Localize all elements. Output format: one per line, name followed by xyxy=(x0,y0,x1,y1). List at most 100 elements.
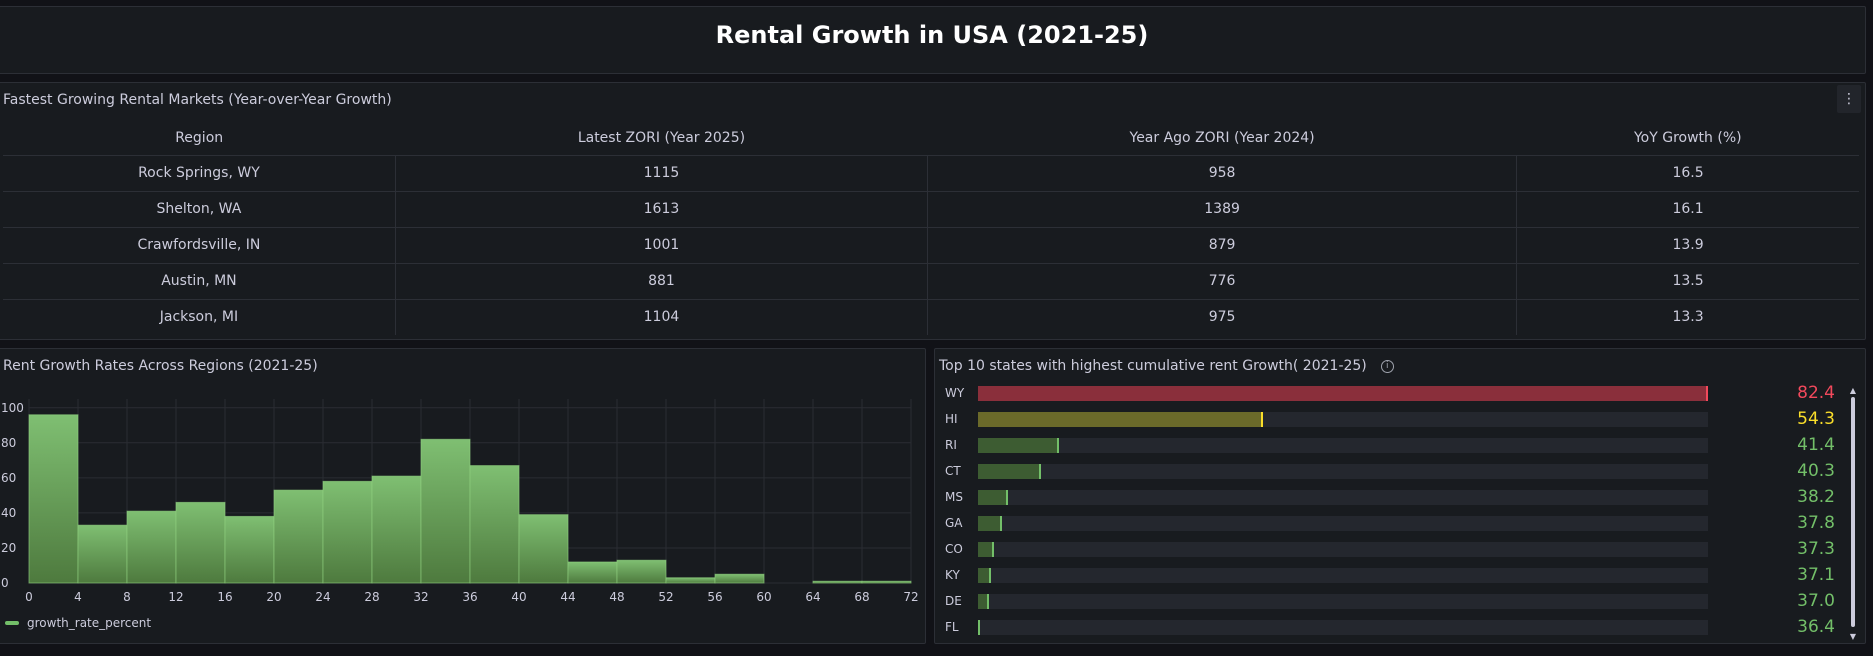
bar-label: FL xyxy=(945,620,959,634)
bar-label: WY xyxy=(945,386,965,400)
bar-tip xyxy=(978,620,980,635)
bar-value: 82.4 xyxy=(1797,385,1835,403)
kebab-menu-icon[interactable]: ⋮ xyxy=(1837,85,1861,113)
bar-gauge-row: MS 38.2 xyxy=(935,487,1835,515)
bar-track xyxy=(978,490,1708,505)
table-cell: 1104 xyxy=(395,299,929,335)
bar-gauge-row: GA 37.8 xyxy=(935,513,1835,541)
x-tick-label: 44 xyxy=(560,590,575,604)
bar-fill xyxy=(978,542,994,557)
histogram-bar xyxy=(273,489,324,584)
x-tick-label: 12 xyxy=(168,590,183,604)
histogram-bar xyxy=(224,515,275,584)
y-tick-label: 80 xyxy=(1,436,16,450)
x-tick-label: 28 xyxy=(364,590,379,604)
table-cell: 16.5 xyxy=(1516,155,1859,192)
x-tick-label: 72 xyxy=(903,590,918,604)
bar-fill xyxy=(978,594,990,609)
bar-gauge-row: WY 82.4 xyxy=(935,385,1835,411)
column-header[interactable]: Year Ago ZORI (Year 2024) xyxy=(927,122,1517,156)
bar-value: 38.2 xyxy=(1797,487,1835,507)
column-header[interactable]: Region xyxy=(3,122,396,156)
bar-value: 40.3 xyxy=(1797,461,1835,481)
bar-tip xyxy=(1261,412,1264,427)
x-tick-label: 32 xyxy=(413,590,428,604)
bar-track xyxy=(978,438,1708,453)
bar-label: GA xyxy=(945,516,963,530)
histogram-bar xyxy=(469,465,520,584)
histogram-bar xyxy=(371,475,422,584)
table-cell: 1613 xyxy=(395,191,929,228)
scroll-up-icon[interactable]: ▲ xyxy=(1849,386,1857,395)
bar-value: 37.3 xyxy=(1797,539,1835,559)
bar-fill xyxy=(978,412,1264,427)
table-cell: Shelton, WA xyxy=(3,191,396,228)
histogram-bar xyxy=(126,510,177,584)
bar-label: RI xyxy=(945,438,957,452)
legend[interactable]: growth_rate_percent xyxy=(5,616,151,630)
scrollbar[interactable]: ▲ ▼ xyxy=(1849,387,1857,641)
column-header[interactable]: Latest ZORI (Year 2025) xyxy=(395,122,928,156)
bar-fill xyxy=(978,386,1708,401)
scroll-thumb[interactable] xyxy=(1851,397,1855,627)
x-tick-label: 20 xyxy=(266,590,281,604)
bar-label: DE xyxy=(945,594,962,608)
bar-gauge-row: HI 54.3 xyxy=(935,409,1835,437)
bar-label: KY xyxy=(945,568,960,582)
table-cell: Austin, MN xyxy=(3,263,396,300)
bar-tip xyxy=(1056,438,1059,453)
bar-value: 37.0 xyxy=(1797,591,1835,611)
info-icon[interactable]: i xyxy=(1380,359,1394,373)
table-row: Crawfordsville, IN 1001 879 13.9 xyxy=(3,227,1859,264)
bar-value: 37.8 xyxy=(1797,513,1835,533)
bar-tip xyxy=(991,542,994,557)
table-cell: 776 xyxy=(927,263,1518,300)
table-cell: 1389 xyxy=(927,191,1518,228)
table-cell: 881 xyxy=(395,263,929,300)
scroll-down-icon[interactable]: ▼ xyxy=(1849,632,1857,641)
column-header[interactable]: YoY Growth (%) xyxy=(1516,122,1859,156)
bar-tip xyxy=(999,516,1002,531)
table-cell: Crawfordsville, IN xyxy=(3,227,396,264)
histogram-bar xyxy=(77,524,128,584)
histogram-bar xyxy=(28,414,79,584)
y-tick-label: 100 xyxy=(1,401,24,415)
table-cell: 1115 xyxy=(395,155,929,192)
bar-track xyxy=(978,464,1708,479)
markets-table-panel: Fastest Growing Rental Markets (Year-ove… xyxy=(0,82,1866,340)
bar-fill xyxy=(978,438,1059,453)
histogram-bar xyxy=(175,501,226,584)
bar-label: CO xyxy=(945,542,963,556)
table-cell: 13.9 xyxy=(1516,227,1859,264)
table-cell: 16.1 xyxy=(1516,191,1859,228)
bar-label: HI xyxy=(945,412,958,426)
bar-tip xyxy=(1039,464,1042,479)
histogram-bar xyxy=(420,438,471,584)
bar-fill xyxy=(978,516,1002,531)
panel-title-text: Top 10 states with highest cumulative re… xyxy=(939,358,1367,374)
y-tick-label: 0 xyxy=(1,576,9,590)
y-tick-label: 20 xyxy=(1,541,16,555)
page-title: Rental Growth in USA (2021-25) xyxy=(715,21,1149,49)
panel-title: Fastest Growing Rental Markets (Year-ove… xyxy=(3,92,392,108)
bar-value: 36.4 xyxy=(1797,617,1835,637)
bar-tip xyxy=(987,594,990,609)
legend-swatch xyxy=(5,621,19,625)
bar-gauge-row: RI 41.4 xyxy=(935,435,1835,463)
bar-label: CT xyxy=(945,464,961,478)
x-tick-label: 56 xyxy=(707,590,722,604)
histogram-bar xyxy=(665,577,716,584)
table-cell: Rock Springs, WY xyxy=(3,155,396,192)
title-panel: Rental Growth in USA (2021-25) xyxy=(0,6,1866,74)
histogram-bar xyxy=(518,514,569,584)
markets-table: Region Latest ZORI (Year 2025) Year Ago ZO… xyxy=(3,122,1859,335)
legend-label: growth_rate_percent xyxy=(27,616,152,630)
bar-track xyxy=(978,620,1708,635)
x-tick-label: 48 xyxy=(609,590,624,604)
bar-track xyxy=(978,412,1708,427)
table-row: Jackson, MI 1104 975 13.3 xyxy=(3,299,1859,335)
x-tick-label: 52 xyxy=(658,590,673,604)
bar-fill xyxy=(978,490,1009,505)
histogram-bar xyxy=(322,480,373,584)
